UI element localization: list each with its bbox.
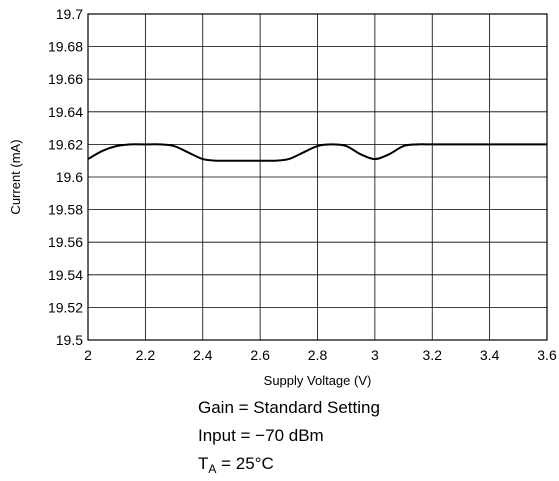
y-tick-label: 19.5 bbox=[56, 332, 83, 348]
temperature-value: = 25°C bbox=[216, 454, 274, 473]
y-axis-label: Current (mA) bbox=[8, 139, 23, 214]
input-note: Input = −70 dBm bbox=[198, 426, 324, 445]
x-tick-label: 3 bbox=[371, 347, 379, 363]
y-tick-label: 19.62 bbox=[48, 136, 83, 152]
x-tick-label: 2.6 bbox=[250, 347, 270, 363]
chart: 19.7 19.68 19.66 19.64 19.62 19.6 19.58 19.56 19… bbox=[8, 6, 557, 388]
x-tick-label: 2.8 bbox=[308, 347, 328, 363]
x-tick-label: 2.4 bbox=[193, 347, 213, 363]
y-tick-label: 19.66 bbox=[48, 71, 83, 87]
y-tick-label: 19.6 bbox=[56, 169, 83, 185]
x-tick-labels: 2 2.2 2.4 2.6 2.8 3 3.2 3.4 3.6 bbox=[84, 347, 557, 363]
x-axis-label: Supply Voltage (V) bbox=[264, 373, 372, 388]
temperature-subscript: A bbox=[208, 462, 217, 476]
x-tick-label: 3.6 bbox=[537, 347, 557, 363]
series-line bbox=[87, 143, 547, 162]
y-tick-label: 19.58 bbox=[48, 202, 83, 218]
grid bbox=[88, 14, 547, 340]
temperature-note: TA = 25°C bbox=[198, 450, 380, 479]
x-tick-label: 2.2 bbox=[136, 347, 156, 363]
y-tick-label: 19.52 bbox=[48, 299, 83, 315]
conditions-block: Gain = Standard Setting Input = −70 dBm … bbox=[198, 394, 380, 479]
y-tick-label: 19.54 bbox=[48, 267, 83, 283]
gain-note: Gain = Standard Setting bbox=[198, 398, 380, 417]
temperature-symbol: T bbox=[198, 454, 209, 473]
x-tick-label: 3.4 bbox=[480, 347, 500, 363]
y-tick-label: 19.64 bbox=[48, 104, 83, 120]
x-tick-label: 3.2 bbox=[423, 347, 443, 363]
x-tick-label: 2 bbox=[84, 347, 92, 363]
y-tick-label: 19.7 bbox=[56, 6, 83, 22]
y-tick-label: 19.56 bbox=[48, 234, 83, 250]
y-tick-label: 19.68 bbox=[48, 39, 83, 55]
y-tick-labels: 19.7 19.68 19.66 19.64 19.62 19.6 19.58 19.56 19… bbox=[48, 6, 83, 348]
